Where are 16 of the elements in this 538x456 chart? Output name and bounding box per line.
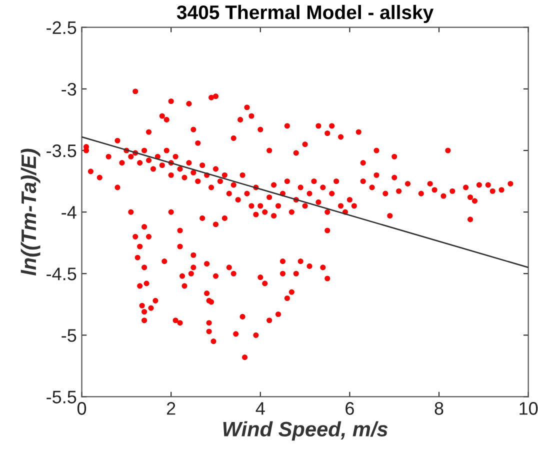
x-tick-label: 8 [434,402,444,415]
chart-title: 3405 Thermal Model - allsky [176,4,434,24]
y-tick-label: -5.5 [46,390,76,404]
y-tick-label: -3.5 [46,144,76,158]
x-tick-label: 2 [166,402,176,415]
y-axis-title: ln((Tm-Ta)/E) [20,148,40,276]
x-tick-label: 4 [256,402,265,415]
x-axis-title: Wind Speed, m/s [223,421,388,441]
x-tick-label: 0 [77,402,86,415]
y-tick-label: -4 [62,206,76,219]
y-tick-label: -4.5 [46,268,76,280]
x-tick-label: 6 [346,402,354,415]
y-tick-label: -5 [62,329,76,342]
y-tick-label: -3 [62,82,76,96]
x-tick-label: 10 [520,402,538,415]
y-tick-label: -2.5 [46,21,76,34]
